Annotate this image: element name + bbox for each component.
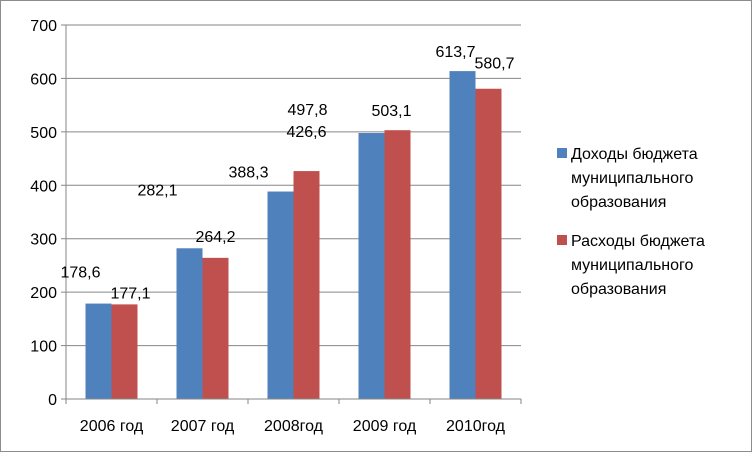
data-label-income-4: 613,7 [435, 44, 475, 61]
data-label-income-1: 282,1 [137, 182, 177, 199]
data-labels: 178,6 177,1 282,1 264,2 388,3 426,6 497,8 503,1… [60, 44, 514, 302]
legend-swatch-expense [557, 235, 567, 245]
data-label-expense-4: 580,7 [474, 56, 514, 73]
bar-expense-2 [293, 171, 320, 399]
legend-label-income: образования [571, 194, 666, 211]
y-tick-label: 200 [30, 285, 57, 302]
bar-expense-3 [384, 130, 411, 399]
data-label-income-0: 178,6 [60, 265, 100, 282]
data-label-expense-3: 503,1 [371, 103, 411, 120]
legend: Доходы бюджета муниципального образования Р… [557, 146, 705, 298]
legend-label-income: Доходы бюджета [571, 146, 698, 163]
y-tick-label: 100 [30, 339, 57, 356]
x-tick-label: 2006 год [80, 418, 144, 435]
bar-expense-4 [475, 88, 502, 399]
x-tick-label: 2008год [264, 418, 324, 435]
data-label-expense-2: 426,6 [286, 124, 326, 141]
x-tick-labels: 2006 год 2007 год 2008год 2009 год 2010год [80, 418, 506, 435]
legend-label-income: муниципального [571, 170, 694, 187]
x-tick-label: 2009 год [353, 418, 417, 435]
x-tick-label: 2007 год [171, 418, 235, 435]
data-label-expense-0: 177,1 [110, 285, 150, 302]
bar-expense-0 [111, 304, 138, 399]
y-tick-label: 0 [48, 392, 57, 409]
axes [61, 24, 522, 404]
y-tick-label: 500 [30, 125, 57, 142]
y-tick-labels: 0 100 200 300 400 500 600 700 [30, 18, 57, 409]
y-tick-label: 700 [30, 18, 57, 35]
y-tick-label: 600 [30, 71, 57, 88]
data-label-income-2: 388,3 [228, 165, 268, 182]
bar-income-3 [358, 133, 385, 399]
legend-label-expense: Расходы бюджета [571, 233, 705, 250]
data-label-income-3: 497,8 [287, 102, 327, 119]
y-tick-label: 300 [30, 232, 57, 249]
data-label-expense-1: 264,2 [195, 229, 235, 246]
legend-label-expense: муниципального [571, 257, 694, 274]
bars [85, 71, 502, 399]
legend-swatch-income [557, 148, 567, 158]
bar-income-4 [449, 71, 476, 399]
legend-label-expense: образования [571, 281, 666, 298]
x-tick-label: 2010год [446, 418, 506, 435]
bar-income-2 [267, 191, 294, 399]
y-tick-label: 400 [30, 178, 57, 195]
bar-expense-1 [202, 257, 229, 399]
bar-income-1 [176, 248, 203, 399]
bar-income-0 [85, 303, 112, 399]
